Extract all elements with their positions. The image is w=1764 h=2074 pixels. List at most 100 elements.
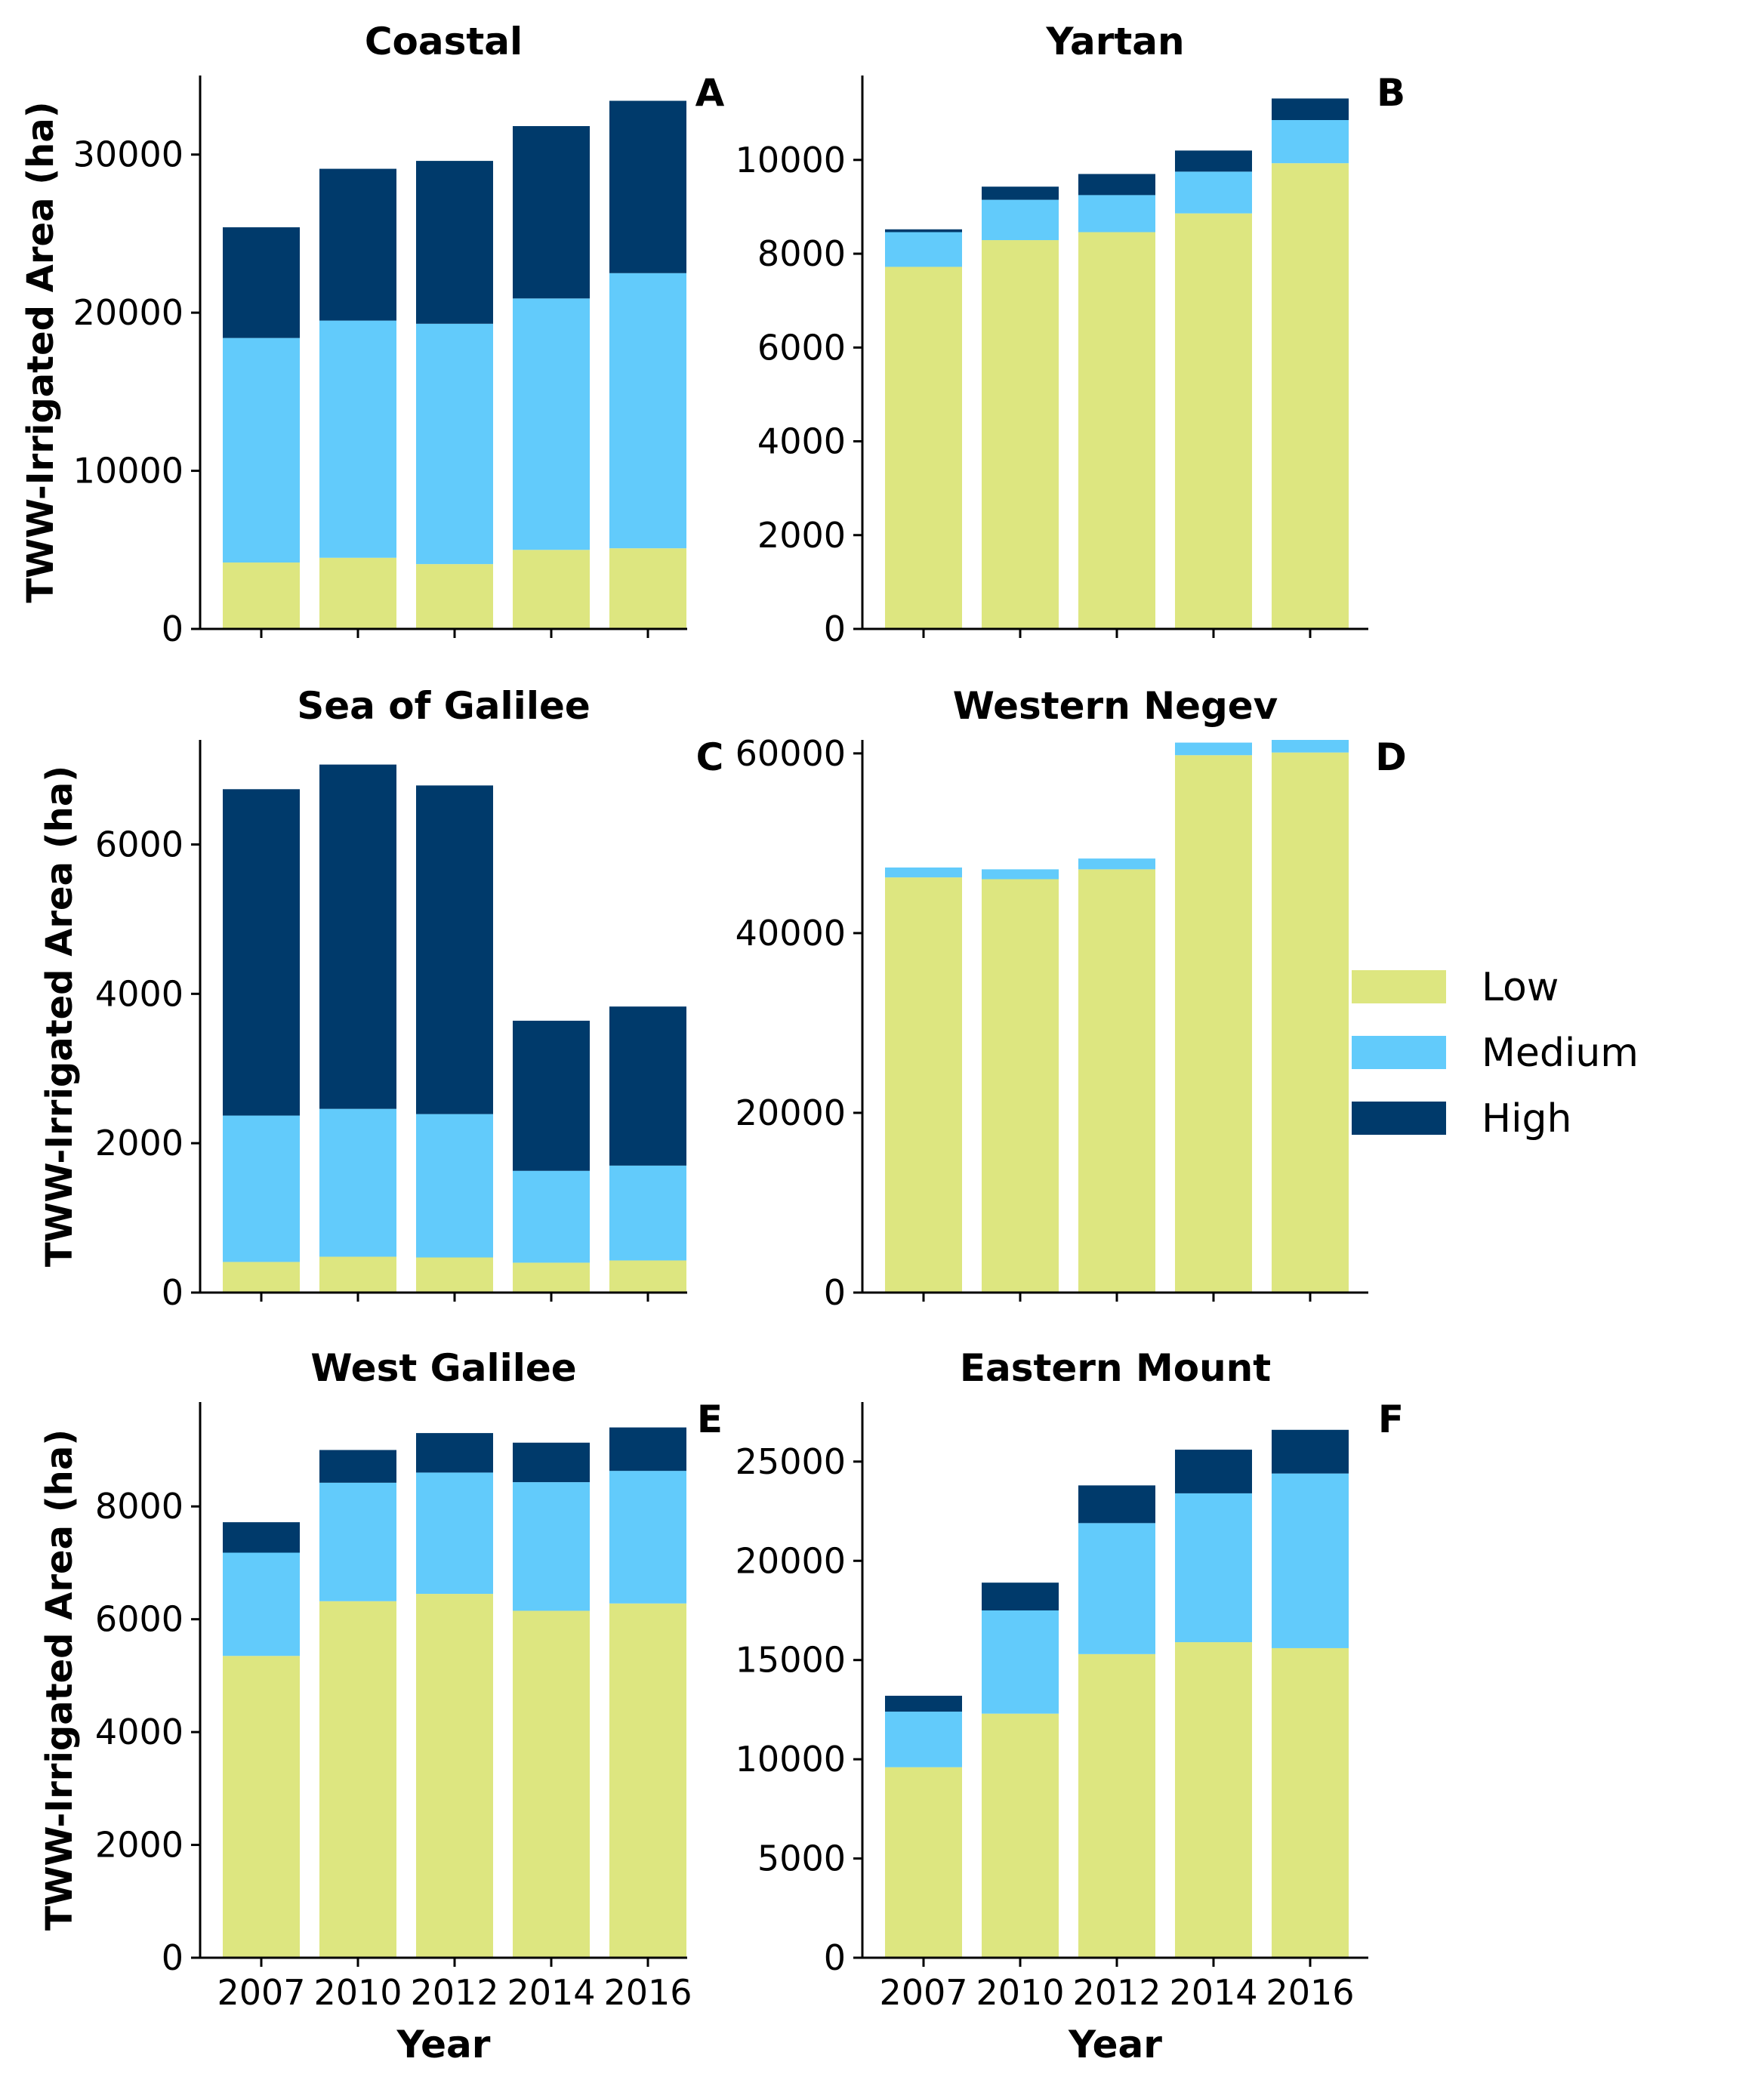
panel-label: F (1378, 1398, 1404, 1441)
bar-low-2016 (1272, 163, 1349, 629)
y-tick-label: 20000 (73, 292, 183, 333)
bar-high-2014 (513, 1442, 590, 1483)
bar-medium-2010 (319, 320, 396, 558)
bar-low-2016 (609, 548, 686, 629)
y-tick-label: 2000 (95, 1825, 183, 1866)
bar-high-2007 (885, 229, 962, 233)
x-tick-label: 2014 (507, 1972, 595, 2013)
y-tick-label: 5000 (757, 1838, 846, 1879)
bar-low-2014 (1175, 1642, 1252, 1958)
y-tick-label: 25000 (736, 1441, 846, 1482)
bar-medium-2010 (319, 1108, 396, 1257)
y-tick-label: 40000 (736, 913, 846, 954)
bar-medium-2014 (513, 1482, 590, 1611)
y-tick-label: 20000 (736, 1540, 846, 1581)
bar-low-2016 (1272, 1647, 1349, 1958)
legend-label-low: Low (1482, 965, 1559, 1010)
bar-medium-2012 (1078, 195, 1155, 233)
bar-medium-2007 (885, 232, 962, 267)
panel-title: Eastern Mount (960, 1346, 1271, 1390)
bar-medium-2012 (416, 323, 493, 565)
bar-low-2014 (513, 550, 590, 629)
bar-low-2007 (885, 267, 962, 629)
y-tick-label: 2000 (95, 1123, 183, 1163)
bar-low-2007 (223, 1656, 300, 1958)
bar-medium-2007 (223, 1552, 300, 1656)
bar-medium-2007 (223, 1115, 300, 1262)
bar-low-2010 (319, 1601, 396, 1958)
bar-high-2016 (609, 1427, 686, 1472)
y-tick-label: 20000 (736, 1092, 846, 1133)
panel-yartan: 0 2000 4000 6000 8000 10000 Yartan B (736, 20, 1405, 649)
x-tick-label: 2010 (976, 1972, 1064, 2013)
bar-medium-2010 (319, 1482, 396, 1601)
bar-low-2010 (982, 1713, 1059, 1958)
legend-label-medium: Medium (1482, 1031, 1639, 1076)
bar-low-2007 (885, 877, 962, 1293)
legend-swatch-low (1352, 970, 1446, 1003)
bar-medium-2014 (1175, 742, 1252, 756)
bar-low-2010 (319, 1256, 396, 1293)
x-tick-label: 2007 (879, 1972, 967, 2013)
bar-high-2010 (319, 168, 396, 321)
bar-high-2010 (319, 1450, 396, 1483)
bar-low-2012 (1078, 869, 1155, 1293)
panel-west-galilee: 0 2000 4000 6000 8000 2007 2010 2012 2014 2016 Wes… (39, 1346, 723, 2066)
y-tick-label: 10000 (736, 1739, 846, 1780)
y-tick-label: 6000 (95, 1599, 183, 1640)
bar-high-2010 (319, 764, 396, 1109)
panel-title: Coastal (365, 20, 523, 63)
legend-swatch-medium (1352, 1036, 1446, 1069)
y-tick-label: 2000 (757, 515, 846, 556)
y-tick-label: 0 (162, 1272, 183, 1313)
bar-medium-2010 (982, 1610, 1059, 1714)
bar-low-2010 (982, 879, 1059, 1293)
bar-medium-2010 (982, 199, 1059, 241)
bar-low-2012 (416, 1594, 493, 1958)
bar-low-2007 (223, 562, 300, 629)
y-tick-label: 4000 (95, 973, 183, 1014)
legend-swatch-high (1352, 1102, 1446, 1135)
bar-medium-2014 (513, 298, 590, 550)
y-tick-label: 4000 (95, 1712, 183, 1752)
bar-high-2014 (1175, 150, 1252, 172)
bar-high-2007 (885, 1696, 962, 1712)
bar-low-2012 (1078, 1653, 1155, 1958)
bar-high-2016 (609, 100, 686, 273)
bar-medium-2014 (513, 1170, 590, 1263)
bar-low-2012 (416, 564, 493, 629)
bar-high-2010 (982, 186, 1059, 200)
panel-title: Sea of Galilee (297, 684, 591, 728)
bar-medium-2012 (416, 1472, 493, 1595)
x-tick-label: 2016 (1266, 1972, 1354, 2013)
y-tick-label: 6000 (757, 327, 846, 368)
bar-high-2016 (609, 1006, 686, 1166)
bar-medium-2016 (1272, 1473, 1349, 1648)
x-axis-label: Year (1068, 2023, 1162, 2066)
bar-high-2010 (982, 1582, 1059, 1610)
bar-medium-2012 (416, 1114, 493, 1258)
bar-high-2007 (223, 1522, 300, 1553)
y-axis-label: TWW-Irrigated Area (ha) (20, 101, 62, 602)
bar-high-2012 (1078, 1485, 1155, 1524)
bar-medium-2016 (609, 1471, 686, 1604)
bar-medium-2016 (609, 1165, 686, 1261)
bar-medium-2016 (1272, 120, 1349, 164)
bar-high-2012 (416, 161, 493, 324)
bar-low-2012 (416, 1257, 493, 1293)
x-tick-label: 2012 (1072, 1972, 1161, 2013)
legend: Low Medium High (1352, 965, 1639, 1142)
panel-label: D (1375, 735, 1407, 779)
bar-low-2016 (609, 1603, 686, 1958)
y-tick-label: 8000 (95, 1486, 183, 1527)
bar-high-2012 (1078, 174, 1155, 196)
panel-label: E (697, 1398, 723, 1441)
bar-high-2012 (416, 1433, 493, 1473)
bar-medium-2010 (982, 869, 1059, 880)
x-tick-label: 2014 (1169, 1972, 1257, 2013)
bar-high-2007 (223, 227, 300, 338)
bar-low-2014 (1175, 755, 1252, 1293)
x-tick-label: 2010 (313, 1972, 402, 2013)
panel-label: A (695, 71, 725, 115)
